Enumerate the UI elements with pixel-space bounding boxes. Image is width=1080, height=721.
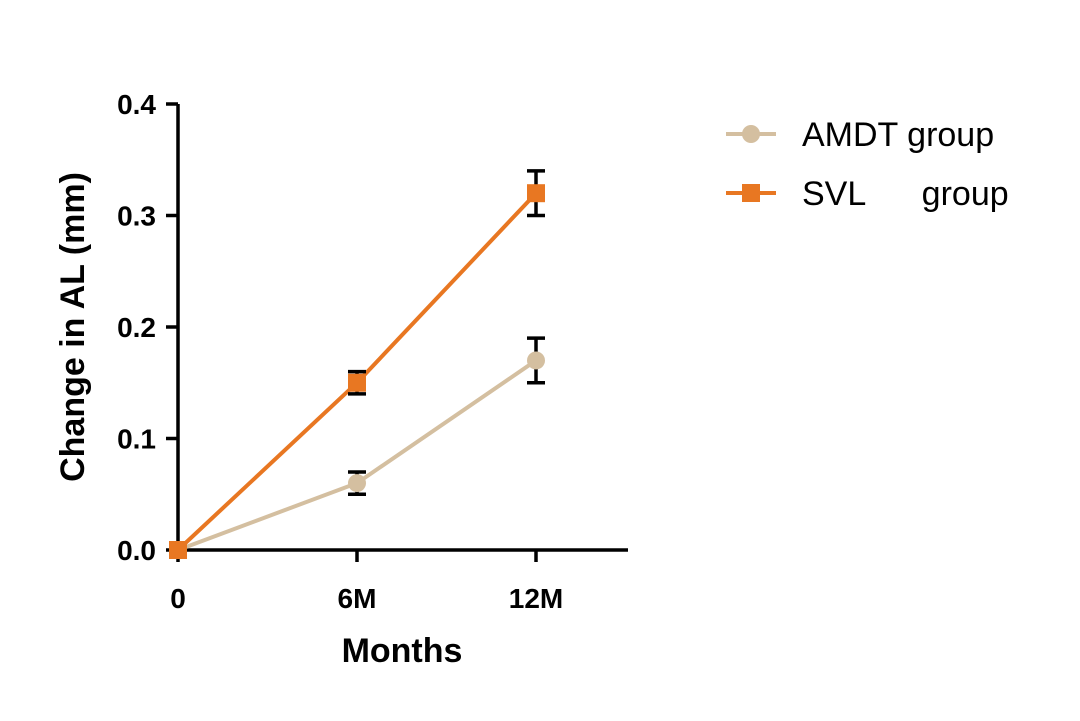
y-axis-title: Change in AL (mm) [54, 172, 92, 482]
y-tick-label: 0.0 [117, 535, 156, 566]
data-point [527, 184, 545, 203]
chart-legend: AMDT group SVL group [726, 116, 1009, 213]
legend-marker [742, 125, 760, 143]
chart-ticks: 0.0 0.1 0.2 0.3 0.4 0 6M 12M [117, 89, 563, 614]
x-tick-label: 0 [170, 583, 186, 614]
data-point [348, 373, 366, 392]
chart-series [169, 169, 545, 559]
legend-marker [742, 184, 760, 202]
legend-item: AMDT group [726, 116, 994, 154]
data-point [169, 541, 187, 559]
x-axis-title: Months [342, 632, 463, 670]
chart-axes [176, 104, 628, 552]
y-tick-label: 0.2 [117, 312, 156, 343]
x-tick-label: 6M [338, 583, 377, 614]
y-tick-label: 0.1 [117, 424, 156, 455]
data-point [527, 351, 545, 370]
x-tick-label: 12M [509, 583, 563, 614]
legend-label: SVL group [802, 175, 1009, 213]
legend-item: SVL group [726, 175, 1009, 213]
legend-label: AMDT group [802, 116, 994, 154]
y-tick-label: 0.3 [117, 201, 156, 232]
series-svl [169, 169, 545, 559]
y-tick-label: 0.4 [117, 89, 156, 120]
data-point [348, 474, 366, 493]
